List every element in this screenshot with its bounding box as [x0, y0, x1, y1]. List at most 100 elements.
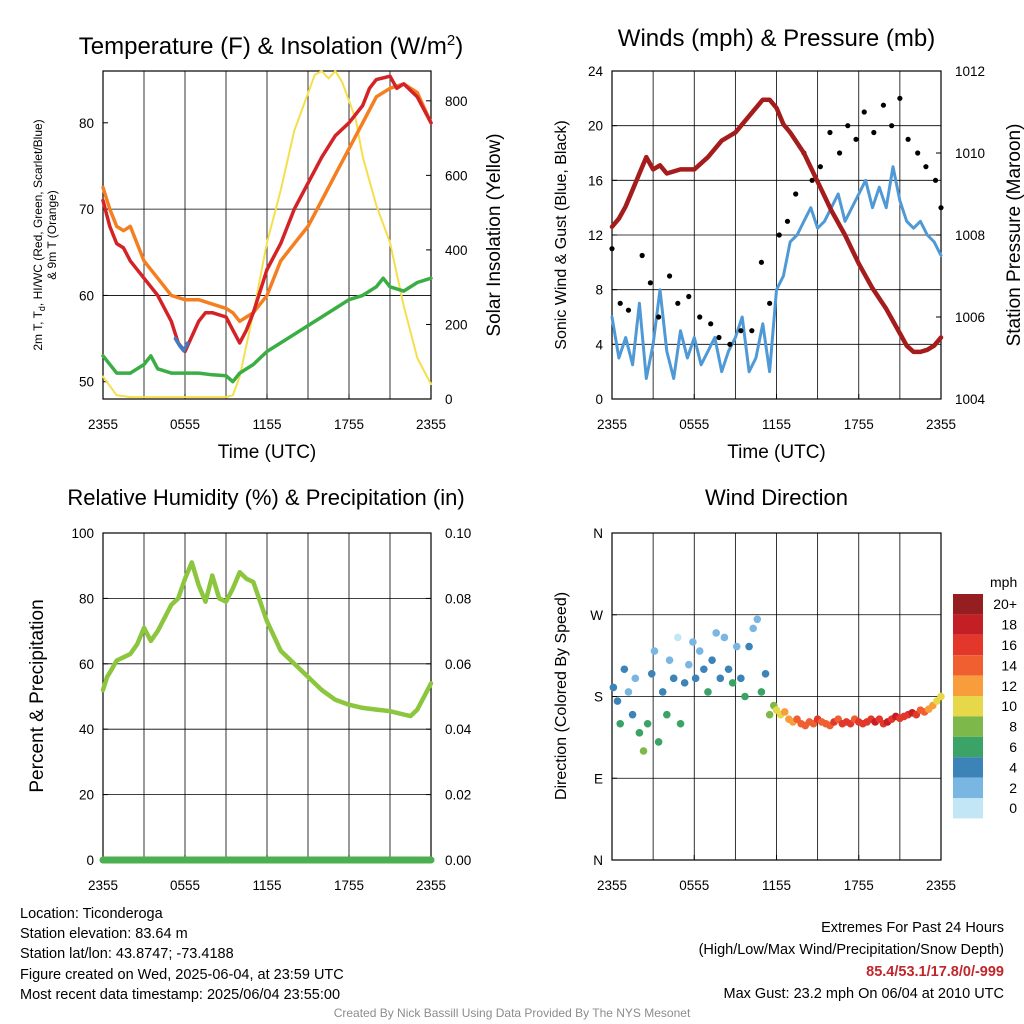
direction-point	[704, 688, 712, 696]
y2-axis-label: Solar Insolation (Yellow)	[484, 133, 505, 336]
direction-point	[749, 624, 757, 633]
x-axis-label: Time (UTC)	[218, 442, 317, 463]
direction-point	[765, 710, 774, 719]
series-pressure	[609, 97, 944, 355]
direction-point	[691, 674, 700, 683]
y-axis-label-line1: 2m T, Td, HI/WC (Red, Green, Scarlet/Blu…	[31, 119, 47, 350]
direction-point	[654, 738, 663, 746]
y-tick-label: 80	[79, 116, 94, 131]
y-axis-label-sub: d	[37, 306, 47, 311]
y-tick-label: 20	[79, 788, 94, 803]
station-info: Location: Ticonderoga Station elevation:…	[20, 904, 344, 1005]
series-wind-speed	[610, 165, 943, 380]
legend-title: mph	[990, 574, 1017, 590]
legend-swatch	[953, 777, 983, 798]
y-axis-label-line2: & 9m T (Orange)	[45, 190, 59, 280]
legend-label: 18	[1001, 617, 1017, 633]
direction-point	[669, 674, 678, 683]
x-tick-label: 2355	[926, 878, 956, 893]
legend-label: 16	[1001, 637, 1017, 653]
y-tick-label: S	[594, 690, 603, 705]
gust-point	[880, 102, 887, 108]
chart-title-main: Temperature (F) & Insolation (W/m	[79, 33, 447, 60]
gust-point	[758, 259, 765, 265]
direction-point	[643, 719, 652, 728]
gust-point	[716, 334, 722, 341]
direction-point	[732, 642, 741, 651]
direction-point	[631, 674, 640, 683]
chart-title-sup: 2	[447, 32, 455, 49]
gust-point	[915, 150, 921, 156]
direction-point	[737, 674, 745, 683]
direction-point	[689, 638, 697, 646]
y2-tick-label: 1008	[955, 228, 985, 243]
y-tick-label: 40	[79, 722, 94, 737]
y2-axis-label: Station Pressure (Maroon)	[1004, 124, 1024, 347]
y2-tick-label: 1012	[955, 64, 985, 79]
legend-label: 12	[1001, 678, 1017, 694]
direction-point	[716, 674, 725, 683]
gust-point	[727, 341, 733, 347]
x-tick-label: 2355	[597, 417, 627, 432]
direction-point	[620, 665, 629, 674]
x-tick-label: 0555	[170, 417, 200, 432]
series-humidity	[100, 560, 434, 719]
y-tick-label: 60	[79, 288, 94, 303]
y-tick-label: E	[594, 771, 603, 786]
y-axis-label-part: 2m T, T	[31, 310, 45, 350]
y-tick-label: 16	[588, 173, 603, 188]
chart-title: Winds (mph) & Pressure (mb)	[618, 25, 935, 52]
direction-point	[613, 697, 622, 705]
direction-point	[708, 656, 716, 664]
legend-label: 14	[1001, 657, 1017, 673]
series-temp-2m	[101, 74, 433, 354]
direction-point	[680, 679, 689, 687]
x-tick-label: 2355	[416, 417, 446, 432]
direction-point	[647, 669, 656, 678]
y-tick-label: 20	[588, 119, 603, 134]
x-tick-label: 1155	[252, 878, 281, 893]
y-tick-label: 80	[79, 591, 94, 606]
legend-label: 2	[1009, 780, 1017, 796]
x-tick-label: 0555	[679, 417, 709, 432]
gust-point	[738, 328, 744, 334]
direction-point	[724, 665, 733, 674]
direction-point	[658, 688, 667, 696]
direction-point	[676, 719, 685, 728]
y-tick-label: 100	[71, 526, 94, 541]
legend-label: 8	[1009, 719, 1017, 735]
legend-swatch	[953, 634, 983, 656]
y2-tick-label: 0.06	[445, 657, 471, 672]
direction-point	[609, 683, 618, 692]
series-dewpoint	[101, 276, 433, 384]
y2-tick-label: 0.08	[445, 591, 471, 606]
legend-label: 20+	[993, 596, 1017, 612]
gust-point	[776, 232, 782, 238]
legend-swatch	[953, 614, 983, 635]
extremes-legend: (High/Low/Max Wind/Precipitation/Snow De…	[698, 942, 1004, 958]
credit-line: Created By Nick Bassill Using Data Provi…	[333, 1006, 691, 1020]
gust-point	[836, 150, 843, 156]
station-elevation: Station elevation: 83.64 m	[20, 926, 188, 943]
x-tick-label: 0555	[679, 878, 709, 893]
direction-point	[628, 710, 637, 719]
station-location: Location: Ticonderoga	[20, 906, 163, 922]
legend-swatch	[953, 655, 983, 676]
y2-tick-label: 800	[445, 94, 468, 109]
y-axis-label-part: ,	[31, 299, 45, 306]
gust-point	[617, 300, 623, 306]
y2-tick-label: 1006	[955, 310, 985, 325]
y-tick-label: 12	[588, 228, 603, 243]
gust-point	[861, 109, 867, 115]
y2-tick-label: 0	[445, 392, 453, 407]
legend-swatch	[953, 675, 983, 696]
y2-tick-label: 0.04	[445, 722, 472, 737]
legend-swatch	[953, 798, 983, 819]
legend-swatch	[953, 757, 983, 778]
chart-title: Temperature (F) & Insolation (W/m2)	[79, 32, 463, 60]
y-tick-label: N	[593, 526, 603, 541]
direction-point	[616, 719, 625, 728]
y-tick-label: 8	[595, 283, 603, 298]
x-tick-label: 1755	[334, 878, 364, 893]
direction-point	[761, 669, 770, 678]
